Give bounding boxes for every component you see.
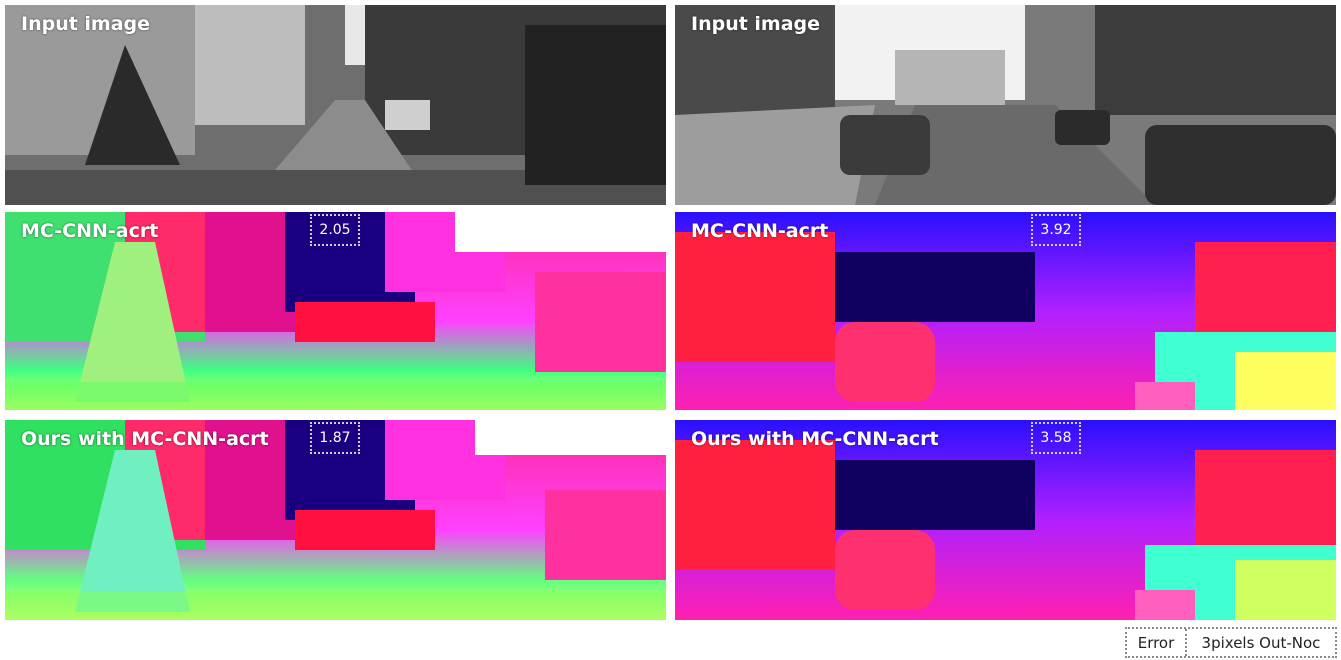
left-ours-error: 1.87 (310, 422, 360, 454)
left-street-photo (5, 5, 666, 205)
right-input-image: Input image (675, 5, 1336, 205)
legend-description: 3pixels Out-Noc (1201, 633, 1321, 652)
right-ours-disparity: Ours with MC-CNN-acrt 3.58 (675, 420, 1336, 620)
left-input-label: Input image (21, 13, 151, 35)
left-baseline-error: 2.05 (310, 214, 360, 246)
right-baseline-label: MC-CNN-acrt (691, 220, 829, 242)
right-baseline-map (675, 212, 1336, 410)
left-baseline-map (5, 212, 666, 410)
right-ours-label: Ours with MC-CNN-acrt (691, 428, 939, 450)
right-baseline-disparity: MC-CNN-acrt 3.92 (675, 212, 1336, 410)
left-ours-map (5, 420, 666, 620)
error-legend: Error 3pixels Out-Noc (1125, 627, 1337, 658)
left-baseline-label: MC-CNN-acrt (21, 220, 159, 242)
left-ours-label: Ours with MC-CNN-acrt (21, 428, 269, 450)
left-input-image: Input image (5, 5, 666, 205)
left-baseline-disparity: MC-CNN-acrt 2.05 (5, 212, 666, 410)
right-baseline-error: 3.92 (1031, 214, 1081, 246)
left-ours-disparity: Ours with MC-CNN-acrt 1.87 (5, 420, 666, 620)
right-street-photo (675, 5, 1336, 205)
legend-metric: Error (1127, 629, 1187, 656)
right-input-label: Input image (691, 13, 821, 35)
right-ours-error: 3.58 (1031, 422, 1081, 454)
right-ours-map (675, 420, 1336, 620)
